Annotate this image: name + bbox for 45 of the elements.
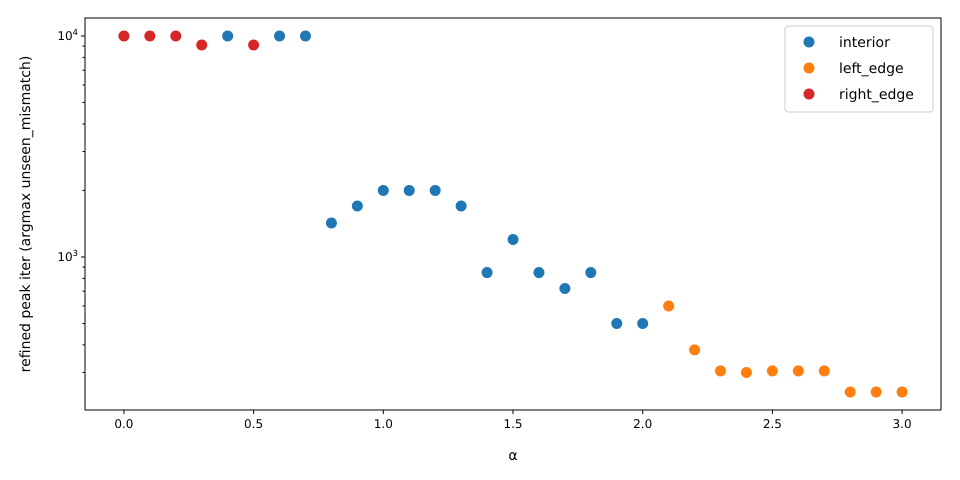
x-tick-label: 1.0 xyxy=(374,417,393,431)
point xyxy=(248,40,260,51)
point xyxy=(144,30,156,42)
point xyxy=(222,30,234,42)
point xyxy=(585,267,596,278)
point xyxy=(274,30,286,42)
x-tick-label: 1.5 xyxy=(503,417,523,431)
x-tick-label: 0.5 xyxy=(244,417,264,431)
point xyxy=(689,344,700,356)
point xyxy=(326,217,337,228)
point xyxy=(559,282,570,294)
legend-label: interior xyxy=(839,35,890,51)
point xyxy=(870,386,882,398)
point xyxy=(533,267,544,278)
point xyxy=(896,386,908,398)
point xyxy=(508,234,518,245)
point xyxy=(170,30,182,42)
x-axis-title: α xyxy=(508,448,518,464)
point xyxy=(792,365,804,376)
point xyxy=(300,30,311,42)
point xyxy=(378,184,389,196)
point xyxy=(663,300,674,312)
legend-label: left_edge xyxy=(839,61,904,77)
point xyxy=(456,200,467,212)
point xyxy=(766,365,778,376)
point xyxy=(818,365,830,376)
point xyxy=(740,367,752,378)
x-tick-label: 0.0 xyxy=(114,417,134,431)
y-axis-title: refined peak iter (argmax unseen_mismatch) xyxy=(18,56,34,372)
point xyxy=(352,200,363,212)
point xyxy=(118,30,130,42)
legend-label: right_edge xyxy=(839,87,914,103)
point xyxy=(715,365,726,376)
y-tick-label: 10$^{3}$ xyxy=(57,248,78,264)
point xyxy=(482,267,493,278)
point xyxy=(637,318,648,329)
point xyxy=(611,318,622,329)
x-tick-label: 3.0 xyxy=(892,417,912,431)
x-tick-label: 2.5 xyxy=(762,417,782,431)
point xyxy=(844,386,856,398)
point xyxy=(196,40,208,51)
point xyxy=(430,184,441,196)
x-tick-label: 2.0 xyxy=(633,417,652,431)
y-tick-label: 10$^{4}$ xyxy=(57,26,78,43)
point xyxy=(404,184,415,196)
